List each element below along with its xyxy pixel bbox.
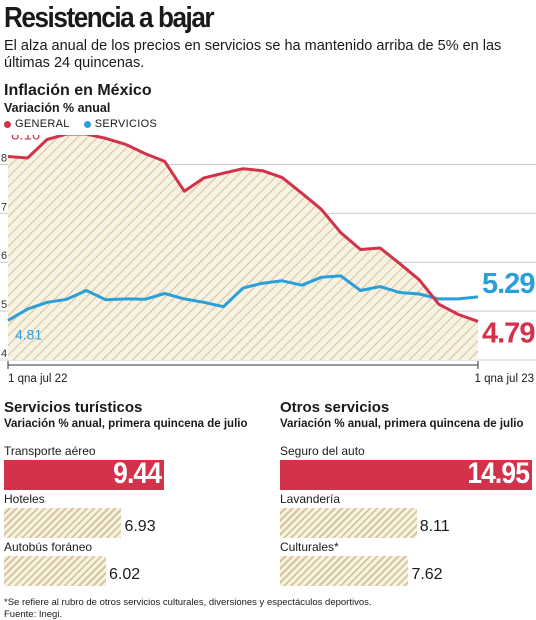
tourism-bar-label: Autobús foráneo (4, 540, 93, 554)
y-tick-label-5: 5 (1, 299, 7, 311)
other-bar-label: Seguro del auto (280, 444, 365, 458)
y-tick-label-8: 8 (1, 152, 7, 164)
chart-legend: GENERAL SERVICIOS (4, 118, 171, 130)
page-title: Resistencia a bajar (4, 2, 215, 34)
other-bar-value: 8.11 (419, 518, 450, 535)
line-chart-title: Inflación en México (4, 82, 152, 99)
other-bar (280, 460, 532, 490)
other-bar-value: 7.62 (411, 566, 443, 583)
tourism-bar (4, 460, 164, 490)
y-axis-ticks: 4 5 6 7 8 (1, 152, 7, 360)
other-bar (280, 556, 409, 586)
y-tick-label-6: 6 (1, 250, 7, 262)
tourism-section-subtitle: Variación % anual, primera quincena de j… (4, 418, 248, 430)
legend-item-servicios: SERVICIOS (83, 118, 158, 130)
legend-swatch-general (4, 120, 11, 128)
label-general-start: 8.16 (11, 135, 40, 144)
inflation-line-chart: 4 5 6 7 8 1 qna jul 22 1 qna jul 23 8.16 4.8… (0, 135, 536, 385)
tourism-section-title: Servicios turísticos (4, 399, 143, 416)
servicios-line (7, 274, 479, 322)
footnote: *Se refiere al rubro de otros servicios … (4, 597, 372, 608)
tourism-bar-label: Transporte aéreo (4, 444, 96, 458)
legend-label-servicios: SERVICIOS (94, 118, 158, 130)
y-tick-label-7: 7 (1, 201, 7, 213)
legend-swatch-servicios (83, 120, 91, 128)
x-label-start: 1 qna jul 22 (8, 373, 67, 385)
other-bar-label: Culturales* (280, 540, 339, 554)
y-tick-label-4: 4 (1, 348, 7, 360)
label-servicios-end: 5.29 (482, 268, 535, 300)
page-subtitle: El alza anual de los precios en servicio… (4, 38, 502, 71)
label-servicios-start: 4.81 (15, 326, 42, 342)
legend-item-general: GENERAL (4, 118, 70, 130)
tourism-bar (4, 508, 122, 538)
general-area (8, 135, 478, 360)
x-label-end: 1 qna jul 23 (475, 373, 534, 385)
tourism-bar-value: 9.44 (113, 457, 162, 490)
other-section-title: Otros servicios (280, 399, 390, 416)
tourism-bar (4, 556, 107, 586)
label-general-end: 4.79 (482, 317, 535, 349)
line-chart-subtitle: Variación % anual (4, 101, 111, 115)
other-bar-value: 14.95 (467, 457, 530, 490)
legend-label-general: GENERAL (15, 118, 70, 130)
source-note: Fuente: Inegi. (4, 609, 63, 620)
other-bar (280, 508, 417, 538)
tourism-bar-value: 6.02 (109, 566, 141, 583)
tourism-bar-label: Hoteles (4, 492, 45, 506)
general-line (7, 135, 479, 323)
tourism-bar-value: 6.93 (124, 518, 156, 535)
other-section-subtitle: Variación % anual, primera quincena de j… (280, 418, 524, 430)
other-bar-label: Lavandería (280, 492, 341, 506)
